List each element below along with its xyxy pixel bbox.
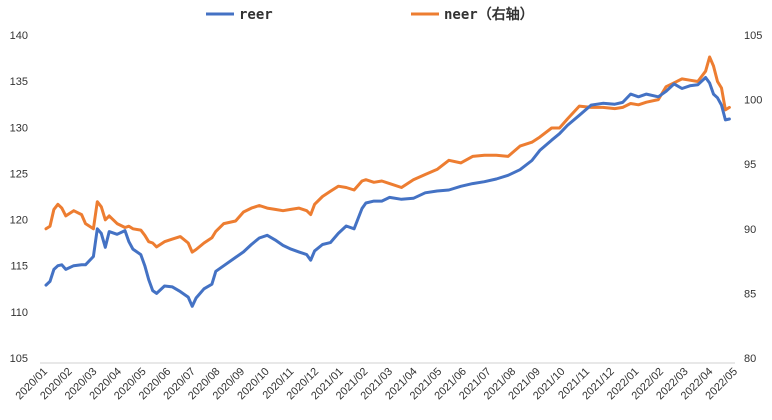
y-left-tick-label: 125 (10, 168, 28, 180)
y-left-tick-label: 105 (10, 353, 28, 365)
y-left-axis: 105 110 115 120 125 130 135 140 (10, 30, 28, 365)
y-right-axis: 80 85 90 95 100 105 (744, 30, 762, 365)
y-left-tick-label: 130 (10, 122, 28, 134)
y-right-tick-label: 100 (744, 95, 762, 107)
y-left-tick-label: 120 (10, 215, 28, 227)
y-left-tick-label: 110 (10, 307, 28, 319)
y-left-tick-label: 135 (10, 76, 28, 88)
series-layer (44, 55, 731, 308)
series-line-reer (44, 76, 731, 308)
legend-label-neer: neer（右轴） (444, 6, 534, 23)
y-right-tick-label: 85 (744, 288, 756, 300)
series-line-neer (44, 55, 731, 254)
x-axis: 2020/012020/022020/032020/042020/052020/… (14, 362, 740, 402)
y-right-tick-label: 105 (744, 30, 762, 42)
y-left-tick-label: 115 (10, 261, 28, 273)
y-left-tick-label: 140 (10, 30, 28, 42)
legend: reer neer（右轴） (206, 6, 534, 23)
y-right-tick-label: 90 (744, 224, 756, 236)
legend-label-reer: reer (239, 7, 273, 23)
y-right-tick-label: 80 (744, 353, 756, 365)
y-right-tick-label: 95 (744, 159, 756, 171)
